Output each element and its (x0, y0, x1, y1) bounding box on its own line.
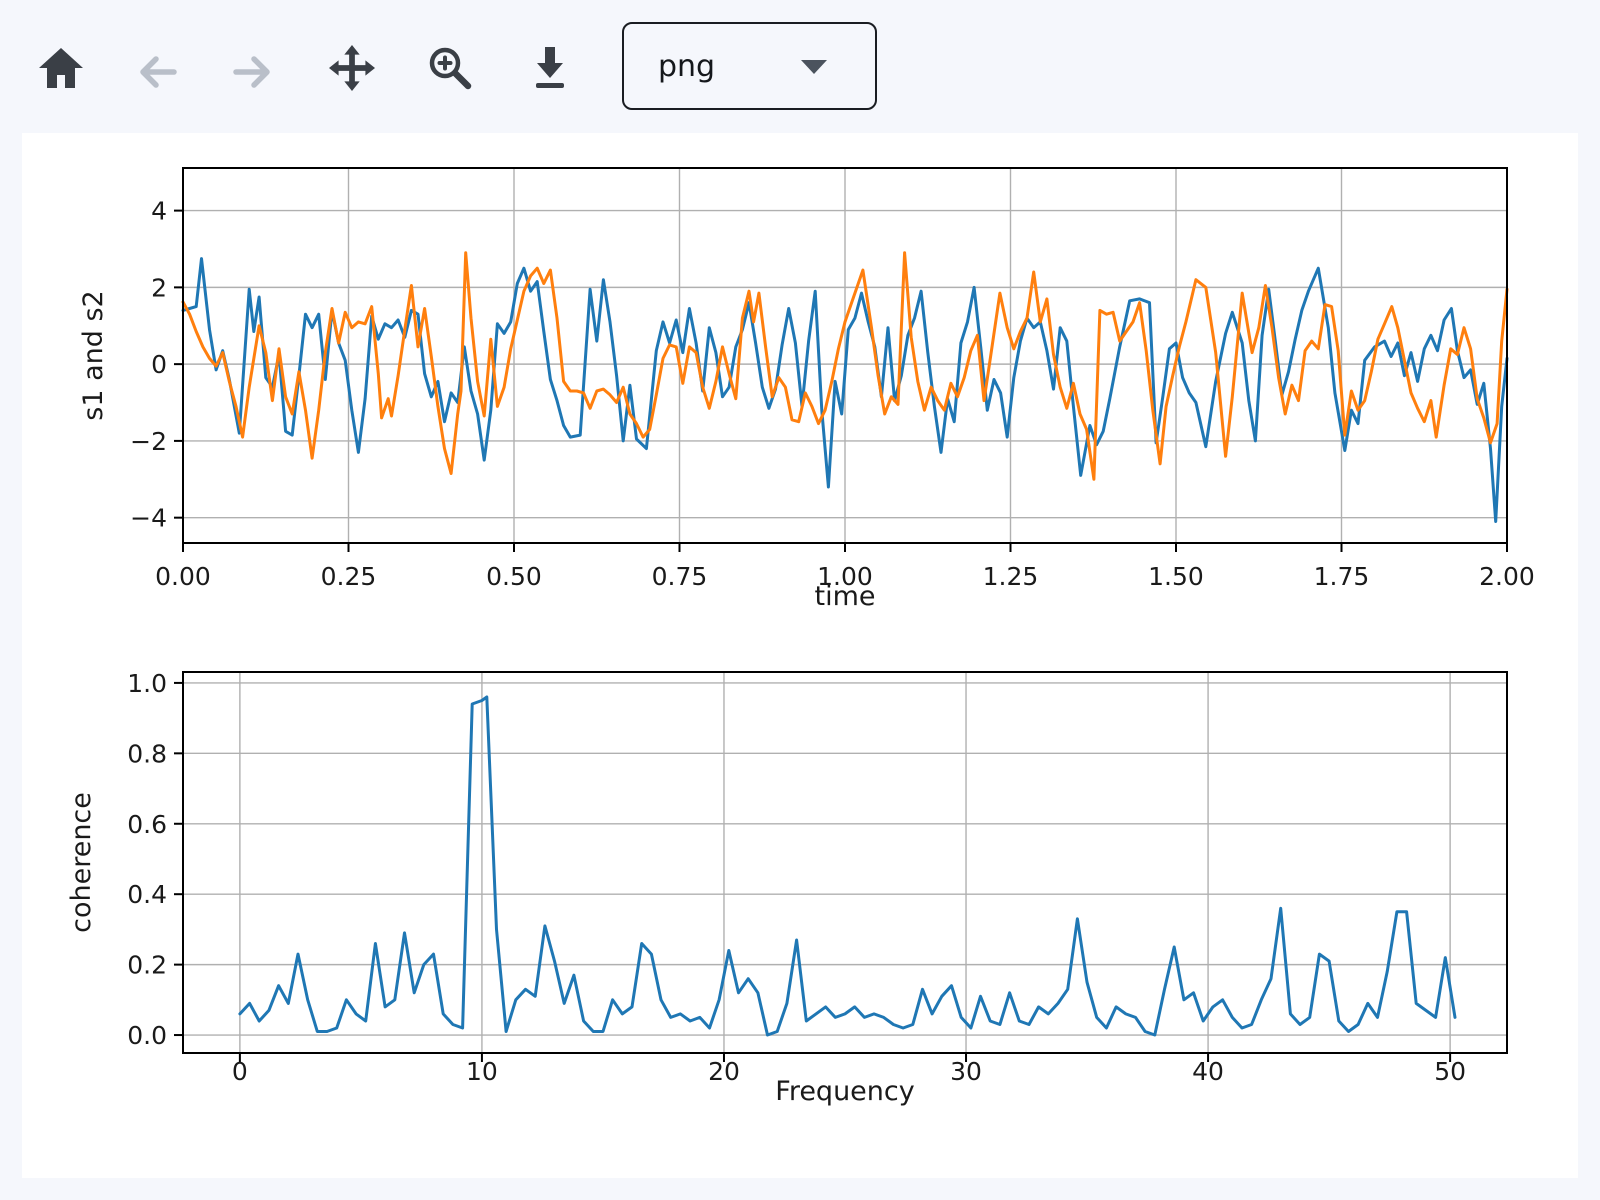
pan-button[interactable] (329, 44, 375, 92)
svg-text:30: 30 (950, 1057, 982, 1086)
svg-text:20: 20 (708, 1057, 740, 1086)
svg-text:2.00: 2.00 (1479, 562, 1535, 591)
svg-text:4: 4 (151, 197, 167, 226)
forward-button[interactable] (231, 48, 277, 96)
svg-text:1.50: 1.50 (1148, 562, 1204, 591)
svg-text:50: 50 (1434, 1057, 1466, 1086)
svg-text:40: 40 (1192, 1057, 1224, 1086)
download-icon (536, 47, 564, 88)
svg-text:0.75: 0.75 (652, 562, 708, 591)
svg-text:0.2: 0.2 (127, 951, 167, 980)
zoom-to-rect-icon (429, 47, 472, 90)
svg-text:s1 and s2: s1 and s2 (78, 290, 109, 420)
svg-text:Frequency: Frequency (775, 1076, 915, 1107)
svg-text:10: 10 (466, 1057, 498, 1086)
svg-text:0.6: 0.6 (127, 810, 167, 839)
svg-text:1.0: 1.0 (127, 669, 167, 698)
svg-text:2: 2 (151, 273, 167, 302)
svg-text:0.00: 0.00 (155, 562, 211, 591)
back-arrow-icon (140, 56, 177, 88)
svg-text:0.50: 0.50 (486, 562, 542, 591)
svg-text:−2: −2 (130, 427, 167, 456)
svg-text:coherence: coherence (66, 792, 97, 933)
svg-text:0.25: 0.25 (321, 562, 377, 591)
home-button[interactable] (38, 44, 84, 92)
home-icon (39, 48, 83, 88)
format-select[interactable]: png (622, 22, 877, 110)
svg-text:0.4: 0.4 (127, 880, 167, 909)
chevron-down-icon (801, 60, 827, 74)
figure-canvas[interactable]: 0.00 0.25 0.50 0.75 1.00 1.25 1.50 1.75 2.00 −4 −2… (22, 133, 1578, 1178)
svg-text:1.25: 1.25 (983, 562, 1039, 591)
zoom-button[interactable] (427, 44, 473, 92)
svg-text:−4: −4 (130, 504, 167, 533)
svg-text:1.75: 1.75 (1314, 562, 1370, 591)
svg-text:0: 0 (151, 350, 167, 379)
pan-icon (329, 45, 375, 91)
format-select-value: png (658, 48, 716, 84)
forward-arrow-icon (233, 56, 270, 88)
figure-toolbar: png (0, 0, 1600, 130)
svg-text:0: 0 (232, 1057, 248, 1086)
svg-text:1.00: 1.00 (817, 562, 873, 591)
coherence-chart: 0 10 20 30 40 50 0.0 0.2 0.4 0.6 0.8 1.0 Frequency co… (66, 669, 1508, 1107)
svg-text:time: time (814, 581, 875, 612)
svg-text:0.8: 0.8 (127, 739, 167, 768)
download-button[interactable] (527, 44, 573, 92)
back-button[interactable] (133, 48, 179, 96)
svg-text:0.0: 0.0 (127, 1021, 167, 1050)
signals-chart: 0.00 0.25 0.50 0.75 1.00 1.25 1.50 1.75 2.00 −4 −2… (78, 167, 1535, 612)
